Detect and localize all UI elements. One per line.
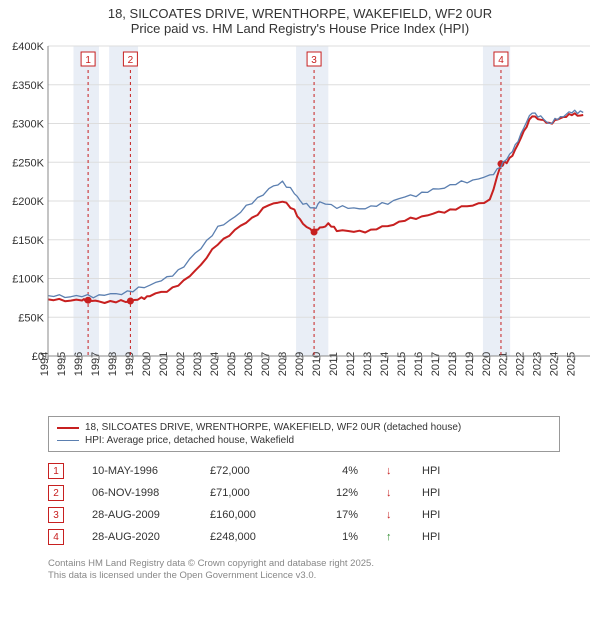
x-tick-label: 2008 — [277, 352, 289, 376]
event-delta: 1% — [308, 531, 358, 543]
event-marker-number: 4 — [498, 55, 504, 66]
event-price: £160,000 — [210, 509, 280, 521]
event-price: £71,000 — [210, 487, 280, 499]
event-delta: 17% — [308, 509, 358, 521]
x-tick-label: 2014 — [379, 352, 391, 376]
legend-swatch — [57, 440, 79, 441]
event-row: 1 10-MAY-1996 £72,000 4% ↓ HPI — [48, 460, 552, 482]
footer-line1: Contains HM Land Registry data © Crown c… — [48, 558, 552, 570]
event-table: 1 10-MAY-1996 £72,000 4% ↓ HPI 2 06-NOV-1998 £71… — [48, 460, 552, 548]
event-date: 28-AUG-2020 — [92, 531, 182, 543]
footer-line2: This data is licensed under the Open Gov… — [48, 570, 552, 582]
chart-container: 18, SILCOATES DRIVE, WRENTHORPE, WAKEFIE… — [0, 0, 600, 583]
event-badge: 4 — [48, 529, 64, 545]
x-tick-label: 1995 — [56, 352, 68, 376]
y-tick-label: £250K — [12, 157, 44, 169]
y-tick-label: £200K — [12, 196, 44, 208]
chart-svg: £0£50K£100K£150K£200K£250K£300K£350K£400… — [0, 38, 600, 408]
legend-row: 18, SILCOATES DRIVE, WRENTHORPE, WAKEFIE… — [57, 421, 551, 434]
x-tick-label: 2021 — [498, 352, 510, 376]
x-tick-label: 2009 — [294, 352, 306, 376]
event-date: 06-NOV-1998 — [92, 487, 182, 499]
x-tick-label: 2005 — [226, 352, 238, 376]
event-price: £248,000 — [210, 531, 280, 543]
y-tick-label: £300K — [12, 119, 44, 131]
event-delta: 12% — [308, 487, 358, 499]
event-arrow-icon: ↑ — [386, 531, 394, 543]
title-block: 18, SILCOATES DRIVE, WRENTHORPE, WAKEFIE… — [0, 0, 600, 38]
event-marker-number: 3 — [311, 55, 317, 66]
event-arrow-icon: ↓ — [386, 465, 394, 477]
event-date: 10-MAY-1996 — [92, 465, 182, 477]
x-tick-label: 2002 — [175, 352, 187, 376]
x-tick-label: 2024 — [549, 352, 561, 376]
x-tick-label: 2019 — [464, 352, 476, 376]
y-tick-label: £100K — [12, 274, 44, 286]
x-tick-label: 2017 — [430, 352, 442, 376]
x-tick-label: 2007 — [260, 352, 272, 376]
event-hpi-label: HPI — [422, 531, 452, 543]
x-tick-label: 2025 — [566, 352, 578, 376]
y-tick-label: £150K — [12, 235, 44, 247]
event-badge: 1 — [48, 463, 64, 479]
event-row: 2 06-NOV-1998 £71,000 12% ↓ HPI — [48, 482, 552, 504]
event-price: £72,000 — [210, 465, 280, 477]
legend: 18, SILCOATES DRIVE, WRENTHORPE, WAKEFIE… — [48, 416, 560, 452]
x-tick-label: 1996 — [73, 352, 85, 376]
legend-label: 18, SILCOATES DRIVE, WRENTHORPE, WAKEFIE… — [85, 422, 461, 433]
x-tick-label: 2001 — [158, 352, 170, 376]
x-tick-label: 1997 — [90, 352, 102, 376]
event-arrow-icon: ↓ — [386, 509, 394, 521]
x-tick-label: 1994 — [39, 352, 51, 376]
x-tick-label: 2020 — [481, 352, 493, 376]
x-tick-label: 2016 — [413, 352, 425, 376]
x-tick-label: 2012 — [345, 352, 357, 376]
event-row: 3 28-AUG-2009 £160,000 17% ↓ HPI — [48, 504, 552, 526]
legend-swatch — [57, 427, 79, 429]
footer: Contains HM Land Registry data © Crown c… — [48, 558, 552, 583]
x-tick-label: 2003 — [192, 352, 204, 376]
x-tick-label: 2006 — [243, 352, 255, 376]
chart-area: £0£50K£100K£150K£200K£250K£300K£350K£400… — [0, 38, 600, 408]
y-tick-label: £350K — [12, 80, 44, 92]
event-marker-number: 1 — [85, 55, 91, 66]
title-subtitle: Price paid vs. HM Land Registry's House … — [10, 21, 590, 36]
x-tick-label: 1998 — [107, 352, 119, 376]
x-tick-label: 2013 — [362, 352, 374, 376]
x-tick-label: 2022 — [515, 352, 527, 376]
event-marker-number: 2 — [128, 55, 134, 66]
y-tick-label: £400K — [12, 41, 44, 53]
event-row: 4 28-AUG-2020 £248,000 1% ↑ HPI — [48, 526, 552, 548]
legend-label: HPI: Average price, detached house, Wake… — [85, 435, 294, 446]
event-date: 28-AUG-2009 — [92, 509, 182, 521]
y-tick-label: £50K — [18, 312, 44, 324]
event-badge: 2 — [48, 485, 64, 501]
legend-row: HPI: Average price, detached house, Wake… — [57, 434, 551, 447]
x-tick-label: 2018 — [447, 352, 459, 376]
title-address: 18, SILCOATES DRIVE, WRENTHORPE, WAKEFIE… — [10, 6, 590, 21]
event-badge: 3 — [48, 507, 64, 523]
event-hpi-label: HPI — [422, 487, 452, 499]
event-hpi-label: HPI — [422, 509, 452, 521]
x-tick-label: 2023 — [532, 352, 544, 376]
x-tick-label: 2004 — [209, 352, 221, 376]
event-hpi-label: HPI — [422, 465, 452, 477]
x-tick-label: 2000 — [141, 352, 153, 376]
x-tick-label: 1999 — [124, 352, 136, 376]
x-tick-label: 2010 — [311, 352, 323, 376]
x-tick-label: 2015 — [396, 352, 408, 376]
event-delta: 4% — [308, 465, 358, 477]
event-arrow-icon: ↓ — [386, 487, 394, 499]
